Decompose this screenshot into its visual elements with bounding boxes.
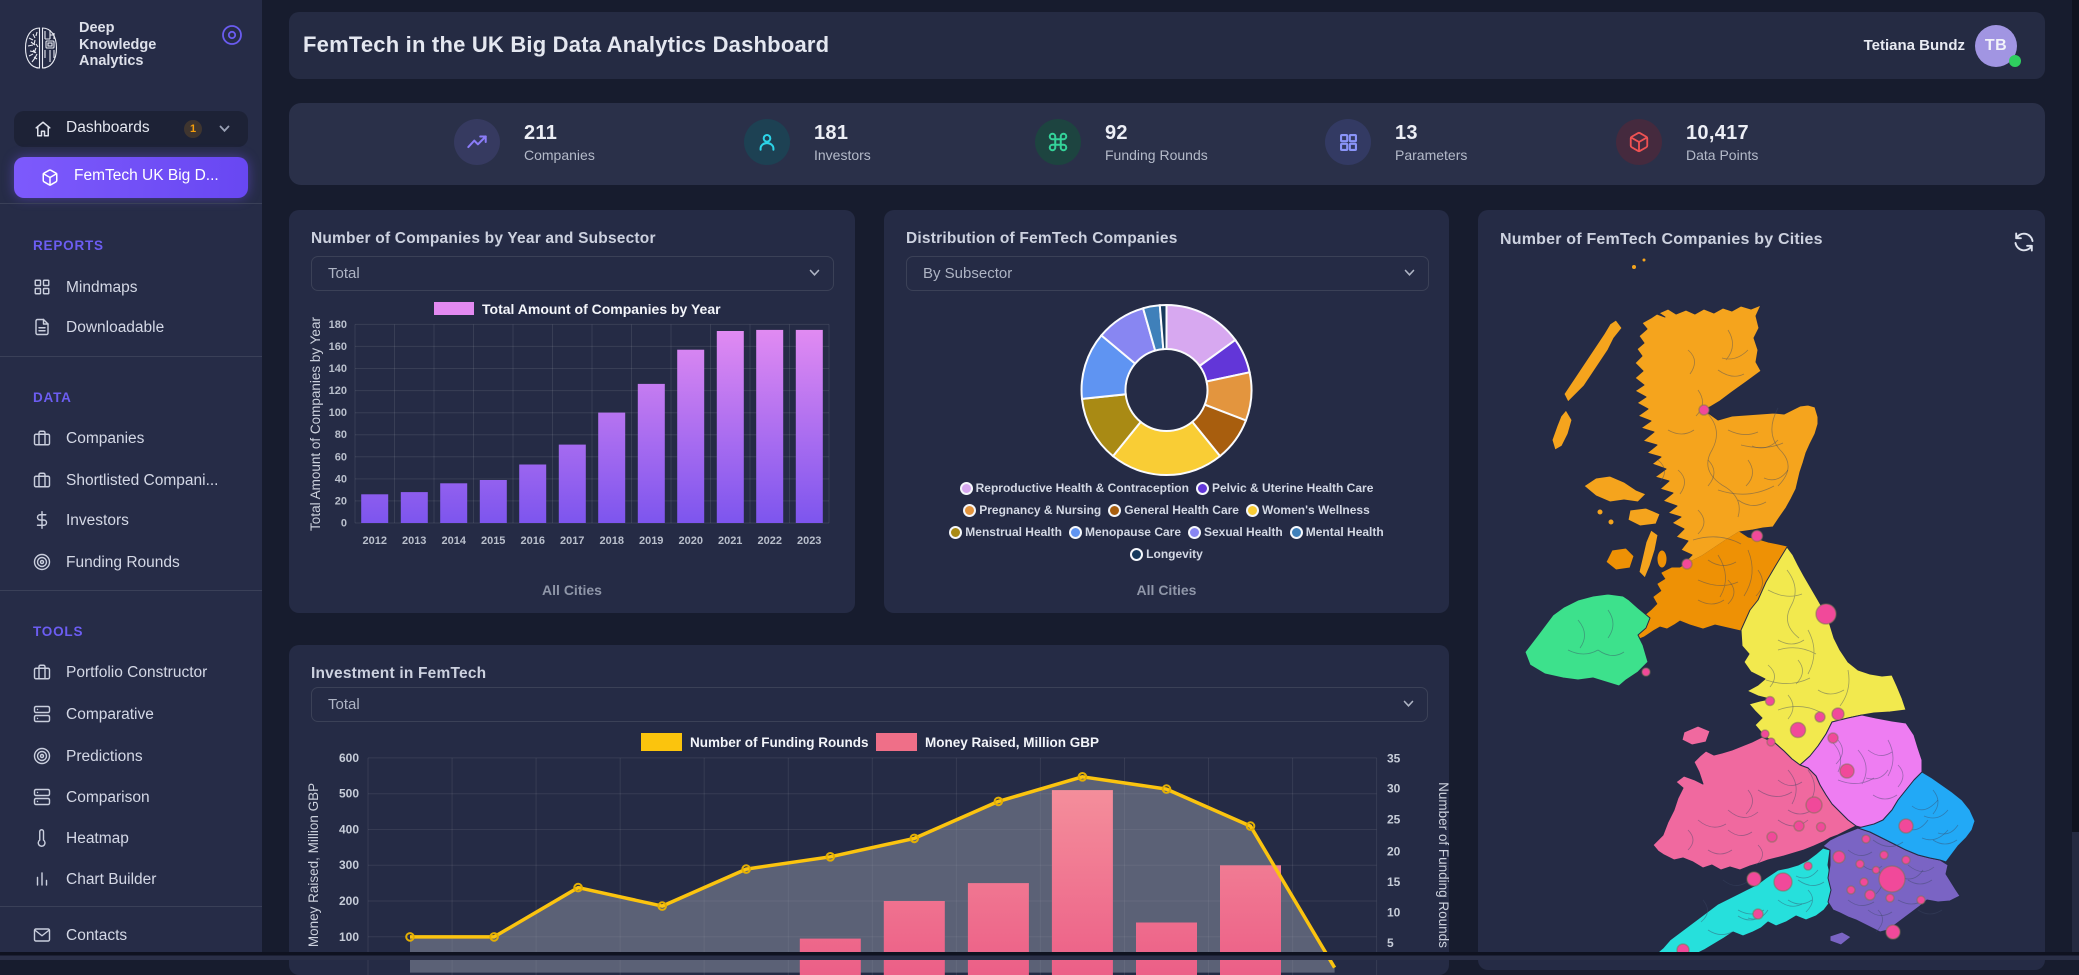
svg-text:2013: 2013 [402,535,426,547]
svg-text:Total Amount of Companies by Y: Total Amount of Companies by Year [308,317,323,531]
svg-text:2023: 2023 [797,535,821,547]
svg-text:60: 60 [335,451,347,463]
svg-text:30: 30 [1387,782,1401,796]
svg-text:160: 160 [329,341,347,353]
svg-text:100: 100 [329,407,347,419]
svg-text:2019: 2019 [639,535,663,547]
svg-text:10: 10 [1387,905,1401,919]
svg-text:2021: 2021 [718,535,742,547]
svg-text:2018: 2018 [600,535,624,547]
svg-text:200: 200 [339,894,359,908]
svg-text:35: 35 [1387,751,1401,765]
svg-text:25: 25 [1387,813,1401,827]
svg-text:80: 80 [335,429,347,441]
svg-text:100: 100 [339,930,359,944]
svg-text:600: 600 [339,751,359,765]
svg-text:20: 20 [1387,845,1401,859]
svg-text:2017: 2017 [560,535,584,547]
svg-text:2012: 2012 [363,535,387,547]
svg-text:2022: 2022 [758,535,782,547]
svg-text:15: 15 [1387,875,1401,889]
svg-text:2014: 2014 [442,535,467,547]
svg-text:40: 40 [335,473,347,485]
svg-text:2015: 2015 [481,535,505,547]
svg-text:Money Raised, Million GBP: Money Raised, Million GBP [306,783,321,947]
svg-text:180: 180 [329,319,347,331]
svg-text:2020: 2020 [679,535,703,547]
svg-text:140: 140 [329,363,347,375]
svg-text:400: 400 [339,823,359,837]
svg-text:5: 5 [1387,936,1394,950]
svg-text:Money Raised, Million GBP: Money Raised, Million GBP [925,735,1099,750]
svg-text:20: 20 [335,495,347,507]
svg-text:0: 0 [341,518,347,530]
svg-text:500: 500 [339,787,359,801]
svg-text:Total Amount of Companies by Y: Total Amount of Companies by Year [482,301,721,317]
svg-text:Number of Funding Rounds: Number of Funding Rounds [690,735,868,750]
svg-text:Number of Funding Rounds: Number of Funding Rounds [1436,782,1449,948]
svg-text:2016: 2016 [521,535,545,547]
svg-text:120: 120 [329,385,347,397]
svg-text:300: 300 [339,858,359,872]
